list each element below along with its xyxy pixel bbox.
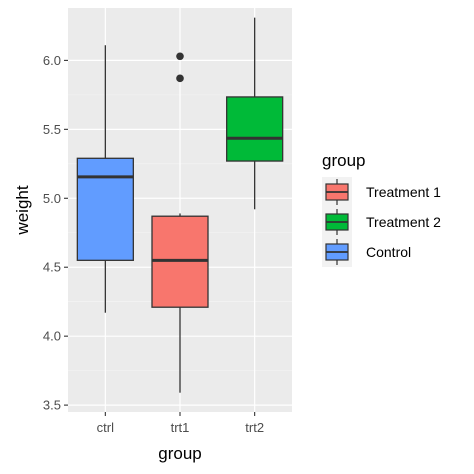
box-layer bbox=[76, 17, 284, 393]
y-tick-label: 6.0 bbox=[43, 53, 61, 68]
y-tick-label: 5.0 bbox=[43, 191, 61, 206]
x-tick-label: trt1 bbox=[171, 420, 190, 435]
outlier-point bbox=[176, 52, 184, 61]
box-body bbox=[226, 96, 284, 162]
box-ctrl bbox=[76, 45, 134, 313]
legend: group Treatment 1 Treatment 2 Control bbox=[322, 151, 441, 267]
y-tick-label: 4.5 bbox=[43, 260, 61, 275]
legend-label: Treatment 2 bbox=[366, 214, 441, 230]
legend-label: Treatment 1 bbox=[366, 184, 441, 200]
legend-title: group bbox=[322, 151, 365, 170]
x-tick-label: trt2 bbox=[245, 420, 264, 435]
y-tick-label: 3.5 bbox=[43, 398, 61, 413]
legend-item: Control bbox=[322, 237, 411, 267]
y-axis: 3.5 4.0 4.5 5.0 5.5 6.0 bbox=[43, 53, 68, 413]
box-body bbox=[76, 157, 134, 261]
outlier-point bbox=[176, 74, 184, 83]
x-axis: ctrl trt1 trt2 bbox=[97, 412, 264, 435]
x-axis-title: group bbox=[158, 444, 201, 463]
y-tick-label: 5.5 bbox=[43, 122, 61, 137]
y-axis-title: weight bbox=[13, 185, 32, 235]
legend-item: Treatment 1 bbox=[322, 177, 441, 207]
legend-item: Treatment 2 bbox=[322, 207, 441, 237]
box-trt2 bbox=[226, 17, 284, 210]
legend-label: Control bbox=[366, 244, 411, 260]
box-trt1 bbox=[151, 52, 209, 393]
y-tick-label: 4.0 bbox=[43, 329, 61, 344]
x-tick-label: ctrl bbox=[97, 420, 114, 435]
